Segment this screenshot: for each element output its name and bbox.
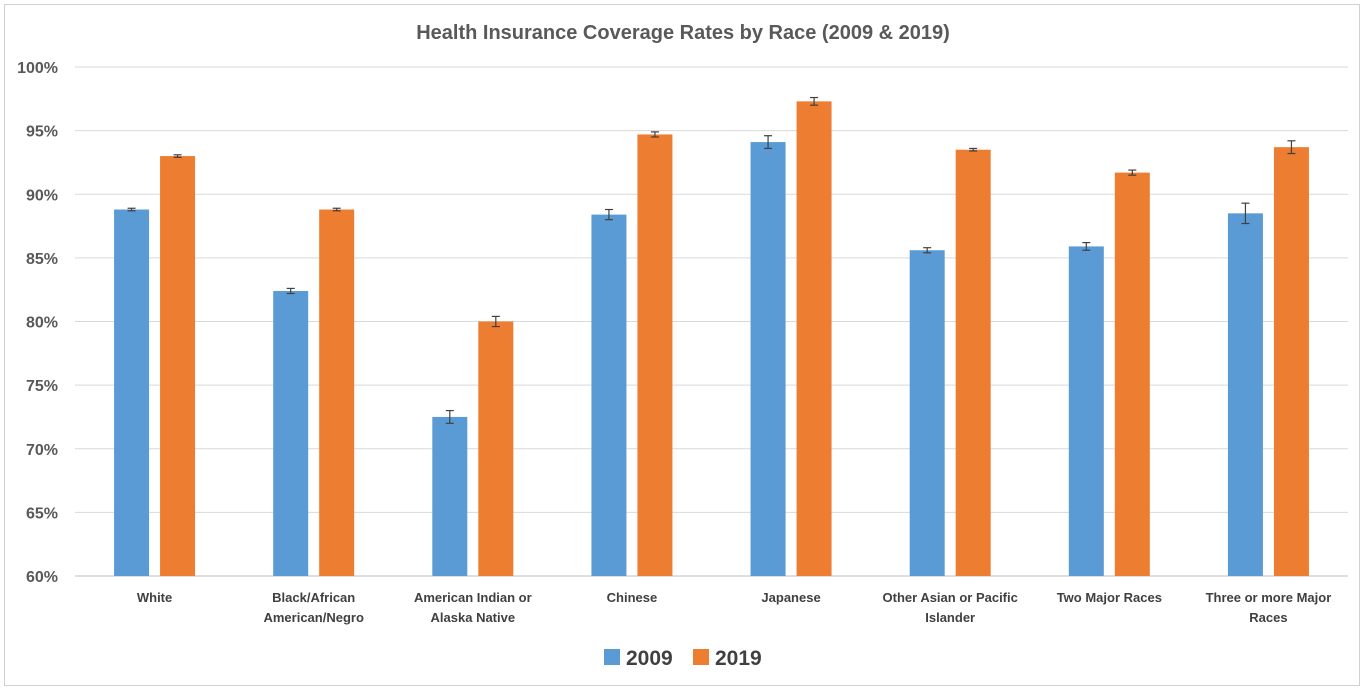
x-tick-label: Three or more Major Races: [1206, 590, 1332, 625]
bar-2019: [796, 101, 832, 577]
error-bar: [491, 315, 500, 328]
x-tick-label: White: [137, 590, 172, 605]
error-bar: [332, 207, 341, 212]
bar-2009: [432, 416, 468, 576]
y-tick-label: 75%: [26, 378, 58, 395]
bar-2019: [478, 321, 514, 576]
error-bar: [810, 96, 819, 106]
legend-label-2019: 2019: [715, 647, 762, 670]
error-bar: [127, 207, 136, 212]
bar-2019: [160, 156, 196, 576]
x-axis-ticks: White Black/African American/Negro American…: [137, 590, 1331, 625]
y-tick-label: 90%: [26, 187, 58, 204]
gridlines: [75, 66, 1348, 577]
bar-2019: [319, 209, 355, 576]
error-bar: [923, 247, 932, 254]
error-bar: [1082, 242, 1091, 251]
y-axis-ticks: 60% 65% 70% 75% 80% 85% 90% 95% 100%: [17, 60, 58, 586]
chart-title: Health Insurance Coverage Rates by Race …: [416, 22, 950, 44]
bar-2019: [1273, 147, 1309, 577]
bar-2009: [114, 209, 150, 576]
bar-2019: [637, 134, 673, 576]
error-bar: [286, 287, 295, 295]
y-tick-label: 95%: [26, 124, 58, 141]
legend-swatch-2009: [604, 649, 620, 665]
error-bar: [1241, 202, 1250, 225]
y-tick-label: 85%: [26, 251, 58, 268]
error-bars: [127, 96, 1296, 424]
bars: [114, 101, 1309, 577]
bar-2009: [273, 290, 309, 576]
y-tick-label: 100%: [17, 60, 58, 77]
legend: 2009 2019: [604, 647, 762, 670]
y-tick-label: 60%: [26, 569, 58, 586]
bar-2009: [591, 214, 627, 577]
error-bar: [764, 135, 773, 150]
bar-2009: [1068, 246, 1104, 577]
error-bar: [1287, 140, 1296, 155]
error-bar: [969, 147, 978, 152]
error-bar: [604, 208, 613, 221]
bar-2009: [909, 250, 945, 577]
y-tick-label: 65%: [26, 505, 58, 522]
y-tick-label: 70%: [26, 442, 58, 459]
x-tick-label: American Indian or Alaska Native: [414, 590, 532, 625]
bar-2009: [1227, 213, 1263, 576]
x-tick-label: Two Major Races: [1057, 590, 1162, 605]
error-bar: [650, 131, 659, 138]
error-bar: [445, 409, 454, 424]
y-tick-label: 80%: [26, 315, 58, 332]
legend-label-2009: 2009: [626, 647, 673, 670]
legend-swatch-2019: [693, 649, 709, 665]
x-tick-label: Chinese: [607, 590, 658, 605]
error-bar: [1128, 169, 1137, 176]
bar-2009: [750, 142, 786, 576]
bar-2019: [1114, 172, 1150, 576]
x-tick-label: Black/African American/Negro: [263, 590, 363, 625]
x-tick-label: Japanese: [761, 590, 820, 605]
bar-2019: [955, 149, 991, 576]
x-tick-label: Other Asian or Pacific Islander: [883, 590, 1018, 625]
error-bar: [173, 154, 182, 158]
